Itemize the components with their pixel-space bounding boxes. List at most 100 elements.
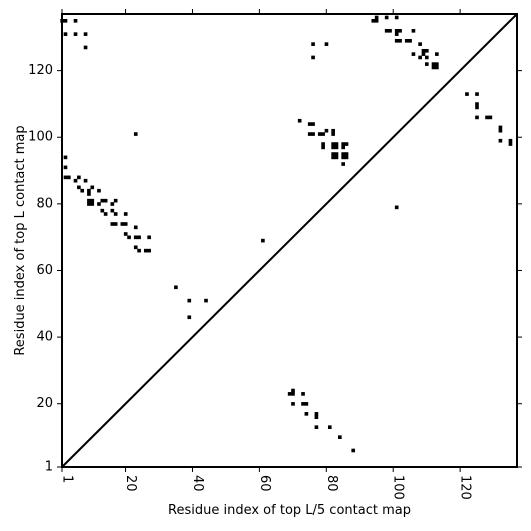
contact-point — [498, 128, 503, 133]
contact-point — [187, 298, 192, 303]
contact-point — [341, 142, 346, 146]
contact-point — [424, 55, 429, 60]
contact-point — [317, 132, 322, 136]
contact-point — [331, 142, 335, 146]
contact-point — [137, 248, 141, 253]
contact-points — [60, 15, 513, 453]
contact-point — [97, 202, 101, 206]
contact-point — [311, 55, 315, 60]
contact-point — [113, 212, 118, 216]
contact-point — [83, 45, 88, 50]
contact-point — [87, 192, 91, 196]
contact-point — [123, 222, 128, 226]
x-axis-label: Residue index of top L/5 contact map — [168, 503, 411, 518]
contact-point — [341, 145, 346, 150]
y-tick-label: 40 — [36, 330, 53, 345]
contact-point — [301, 402, 305, 406]
contact-point — [475, 105, 479, 110]
contact-point — [394, 38, 399, 43]
contact-point — [314, 425, 319, 429]
contact-point — [314, 412, 319, 416]
contact-point — [77, 175, 81, 180]
contact-point — [388, 28, 392, 33]
y-tick-label: 100 — [28, 130, 53, 145]
contact-point — [90, 185, 95, 190]
contact-point — [137, 235, 141, 240]
contact-point — [404, 38, 409, 43]
contact-point — [344, 152, 349, 156]
y-tick-label: 60 — [36, 263, 53, 278]
contact-point — [374, 18, 379, 23]
contact-point — [508, 138, 513, 143]
contact-point — [424, 62, 429, 66]
contact-point — [261, 238, 265, 243]
contact-point — [411, 52, 416, 56]
contact-point — [344, 155, 349, 160]
y-tick-label: 20 — [36, 396, 53, 411]
contact-point — [435, 52, 439, 56]
contact-point — [321, 145, 325, 150]
contact-point — [421, 52, 426, 56]
contact-point — [133, 132, 138, 136]
contact-point — [331, 152, 335, 156]
contact-point — [63, 155, 68, 160]
contact-point — [83, 178, 88, 183]
contact-point — [123, 232, 128, 236]
contact-point — [338, 435, 342, 439]
contact-point — [291, 388, 295, 393]
contact-point — [311, 132, 315, 136]
contact-point — [398, 38, 402, 43]
contact-point — [331, 128, 335, 133]
contact-point — [301, 392, 305, 396]
contact-point — [100, 208, 105, 213]
contact-point — [327, 425, 332, 429]
contact-point — [408, 38, 412, 43]
contact-point — [127, 235, 131, 240]
contact-point — [287, 392, 292, 396]
contact-point — [143, 248, 148, 253]
contact-point — [485, 115, 489, 120]
contact-point — [291, 402, 295, 406]
contact-point — [418, 55, 422, 60]
contact-point — [103, 212, 108, 216]
plot-frame — [61, 13, 518, 468]
x-tick-label: 120 — [458, 475, 473, 500]
contact-point — [418, 42, 422, 46]
contact-point — [73, 18, 78, 23]
contact-point — [133, 235, 138, 240]
contact-point — [147, 248, 151, 253]
contact-point — [87, 202, 91, 206]
contact-point — [187, 315, 192, 320]
contact-point — [371, 18, 376, 23]
contact-point — [374, 15, 379, 20]
contact-point — [204, 298, 208, 303]
contact-point — [394, 32, 399, 36]
contact-point — [307, 122, 312, 126]
contact-point — [133, 225, 138, 230]
contact-point — [113, 198, 118, 203]
contact-point — [80, 188, 85, 193]
contact-point — [331, 132, 335, 136]
contact-point — [421, 48, 426, 53]
contact-point — [394, 28, 399, 33]
contact-point — [465, 92, 469, 96]
contact-point — [341, 152, 346, 156]
y-tick-label: 80 — [36, 196, 53, 211]
contact-point — [431, 65, 436, 70]
x-tick-label: 1 — [60, 475, 75, 483]
x-tick-label: 80 — [324, 475, 339, 492]
contact-point — [63, 32, 68, 36]
y-tick-label: 120 — [28, 63, 53, 78]
contact-point — [384, 28, 389, 33]
contact-point — [321, 132, 325, 136]
contact-point — [475, 102, 479, 106]
x-tick-label: 40 — [190, 475, 205, 492]
contact-point — [147, 235, 151, 240]
contact-point — [174, 285, 178, 290]
contact-point — [123, 212, 128, 216]
y-tick-label: 1 — [45, 460, 53, 475]
contact-point — [73, 178, 78, 183]
contact-point — [73, 32, 78, 36]
contact-point — [63, 175, 68, 180]
